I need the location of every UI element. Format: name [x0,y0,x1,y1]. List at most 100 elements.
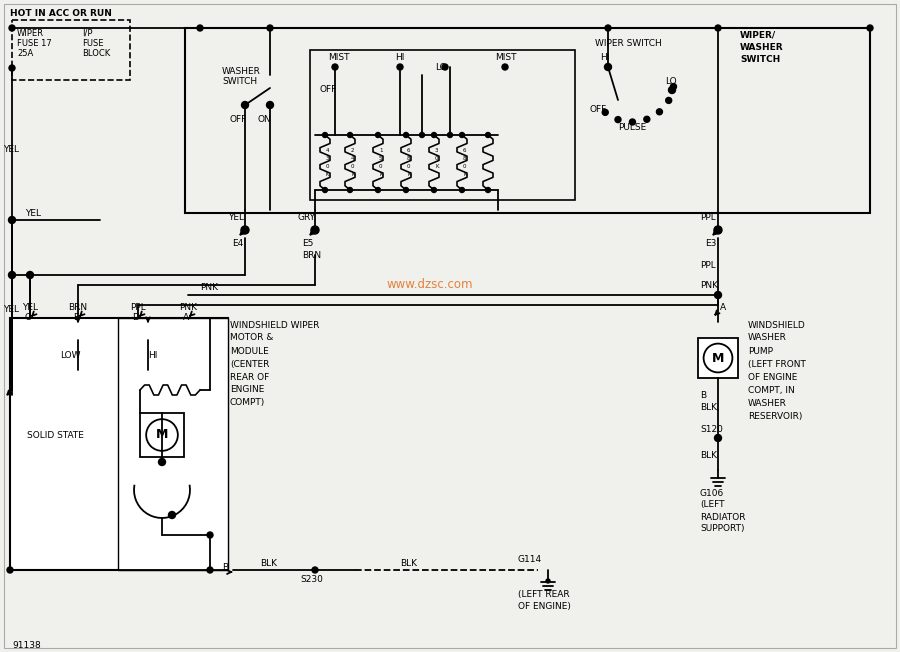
Text: K: K [435,164,438,168]
Text: OFF: OFF [230,115,248,125]
Text: GRY: GRY [297,213,315,222]
Text: M: M [156,428,168,441]
Text: 0: 0 [379,164,382,168]
Circle shape [311,226,319,234]
Circle shape [431,132,436,138]
Circle shape [460,132,464,138]
Text: 25A: 25A [17,48,33,57]
Circle shape [714,226,722,234]
Text: PNK: PNK [179,303,197,312]
Bar [185,28,870,213]
Text: OFF: OFF [320,85,338,95]
Text: HI: HI [148,351,157,359]
Circle shape [7,567,13,573]
Circle shape [347,188,353,192]
Text: COMPT, IN: COMPT, IN [748,385,795,394]
Bar [310,50,575,200]
Text: K: K [351,171,355,177]
Text: 0: 0 [351,164,355,168]
Text: M: M [712,351,724,364]
Circle shape [431,188,436,192]
Circle shape [485,188,490,192]
Text: 6: 6 [407,147,410,153]
Text: (LEFT: (LEFT [700,501,725,509]
Circle shape [322,188,328,192]
Text: HI: HI [395,53,404,63]
Text: E3: E3 [705,239,716,248]
Bar [698,338,738,378]
Circle shape [715,25,721,31]
Text: FUSE: FUSE [82,38,104,48]
Text: PULSE: PULSE [618,123,646,132]
Text: K: K [463,171,466,177]
Circle shape [158,458,166,466]
Text: A: A [183,314,189,323]
Text: 0: 0 [463,164,466,168]
Text: RADIATOR: RADIATOR [700,512,745,522]
Circle shape [267,25,273,31]
Circle shape [403,132,409,138]
Text: YEL: YEL [22,303,38,312]
Circle shape [546,579,550,583]
Text: PNK: PNK [200,284,218,293]
Text: COMPT): COMPT) [230,398,266,408]
Text: G106: G106 [700,488,725,497]
Text: SUPPORT): SUPPORT) [700,524,744,533]
Circle shape [9,25,15,31]
Text: PNK: PNK [700,280,718,289]
Text: 0: 0 [326,164,329,168]
Text: K: K [379,171,382,177]
Text: S120: S120 [700,426,723,434]
Circle shape [715,291,722,299]
Text: www.dzsc.com: www.dzsc.com [387,278,473,291]
Text: OFF: OFF [590,106,608,115]
Circle shape [266,102,274,108]
Text: 3: 3 [326,155,329,160]
Text: WASHER: WASHER [748,334,787,342]
Text: B: B [700,391,706,400]
Circle shape [602,110,608,115]
Text: (LEFT FRONT: (LEFT FRONT [748,359,806,368]
Text: LO: LO [665,78,677,87]
Text: 1: 1 [379,147,382,153]
Text: PPL: PPL [700,213,716,222]
Text: WASHER: WASHER [222,68,261,76]
Text: 6: 6 [463,147,466,153]
Circle shape [403,188,409,192]
Circle shape [867,25,873,31]
Circle shape [375,132,381,138]
Text: BLK: BLK [400,559,417,567]
Text: BRN: BRN [302,250,321,259]
Circle shape [656,109,662,115]
Circle shape [502,64,508,70]
Text: I/P: I/P [82,29,93,38]
Bar [12,20,130,80]
Text: FUSE 17: FUSE 17 [17,38,52,48]
Text: K: K [407,171,410,177]
Text: SOLID STATE: SOLID STATE [27,430,84,439]
Text: WASHER: WASHER [740,42,784,52]
Circle shape [322,132,328,138]
Bar [10,318,228,570]
Circle shape [197,25,203,31]
Circle shape [207,567,213,573]
Circle shape [442,64,448,70]
Text: 4: 4 [351,155,355,160]
Text: MODULE: MODULE [230,346,269,355]
Text: 3: 3 [435,147,438,153]
Text: WIPER SWITCH: WIPER SWITCH [595,38,662,48]
Circle shape [644,116,650,123]
Text: K: K [326,171,329,177]
Circle shape [8,271,15,278]
Text: D: D [132,314,140,323]
Circle shape [332,64,338,70]
Circle shape [460,188,464,192]
Text: SWITCH: SWITCH [740,55,780,63]
Text: YEL: YEL [25,209,41,218]
Text: LO: LO [435,63,446,72]
Text: HOT IN ACC OR RUN: HOT IN ACC OR RUN [10,10,112,18]
Circle shape [397,64,403,70]
Circle shape [615,117,621,123]
Text: 0: 0 [407,164,410,168]
Text: E: E [73,314,79,323]
